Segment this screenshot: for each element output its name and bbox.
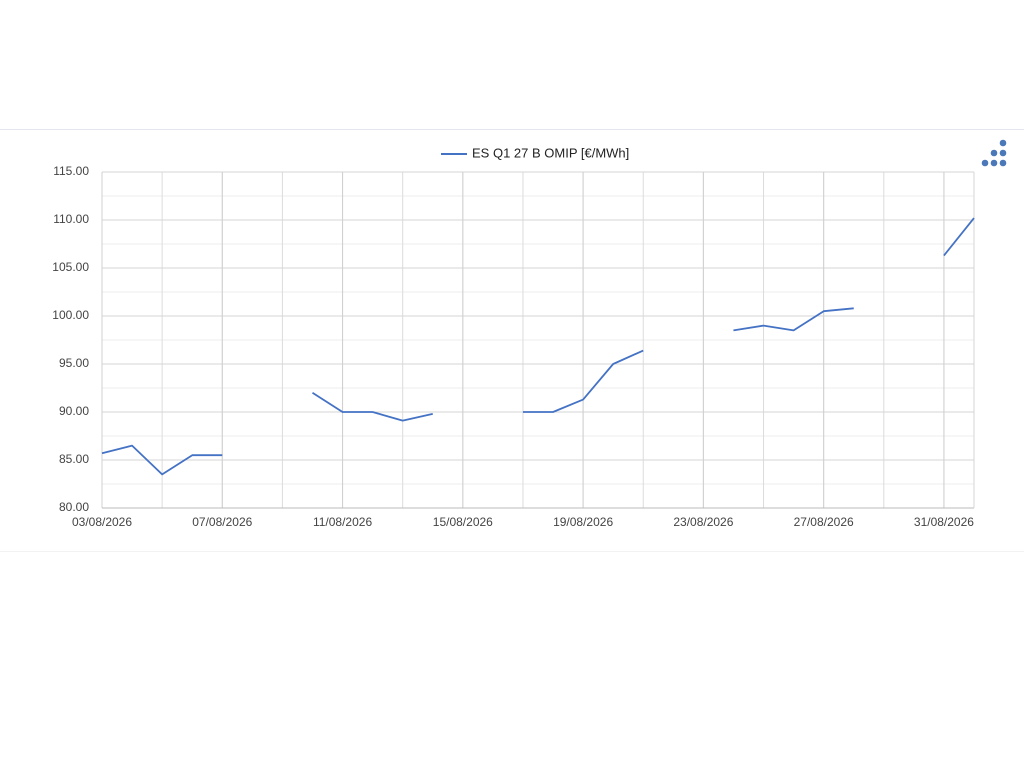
y-tick-label: 110.00 — [53, 212, 89, 226]
plot — [101, 217, 975, 476]
icon-dot — [999, 159, 1007, 167]
x-tick-label: 07/08/2026 — [192, 515, 252, 529]
x-tick-label: 03/08/2026 — [72, 515, 132, 529]
y-tick-label: 95.00 — [59, 356, 89, 370]
y-tick-label: 80.00 — [59, 500, 89, 514]
icon-dot — [999, 149, 1007, 157]
y-tick-label: 105.00 — [52, 260, 89, 274]
y-tick-label: 115.00 — [53, 164, 89, 178]
grid — [101, 171, 975, 509]
menu-icon[interactable] — [981, 139, 1007, 167]
y-tick-label: 85.00 — [59, 452, 89, 466]
legend-label[interactable]: ES Q1 27 B OMIP [€/MWh] — [472, 145, 629, 160]
x-tick-label: 15/08/2026 — [433, 515, 493, 529]
x-tick-label: 31/08/2026 — [914, 515, 974, 529]
x-tick-label: 19/08/2026 — [553, 515, 613, 529]
x-tick-label: 11/08/2026 — [313, 515, 372, 529]
icon-dot — [999, 139, 1007, 147]
y-tick-label: 100.00 — [52, 308, 89, 322]
icon-dot — [990, 149, 998, 157]
data-line — [101, 217, 975, 476]
x-tick-label: 27/08/2026 — [794, 515, 854, 529]
icon-dot — [981, 159, 989, 167]
x-tick-label: 23/08/2026 — [673, 515, 733, 529]
y-tick-label: 90.00 — [59, 404, 89, 418]
icon-dot — [990, 159, 998, 167]
